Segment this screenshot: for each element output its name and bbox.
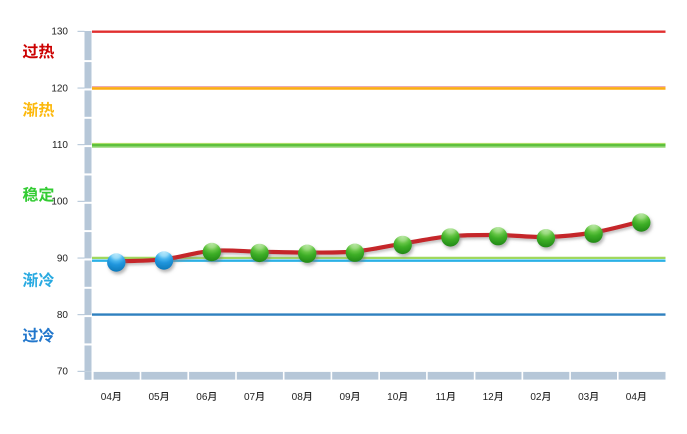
svg-text:04: 04 [626,392,638,403]
svg-text:09: 09 [339,392,351,403]
svg-text:10: 10 [387,392,399,403]
svg-text:07: 07 [244,392,256,403]
svg-text:90: 90 [57,253,69,264]
svg-text:03: 03 [578,392,590,403]
svg-text:120: 120 [51,83,68,94]
svg-text:80: 80 [57,310,69,321]
svg-text:04: 04 [101,392,113,403]
svg-text:110: 110 [52,140,68,151]
svg-text:100: 100 [51,197,68,208]
svg-text:12: 12 [483,392,495,403]
svg-text:02: 02 [530,392,542,403]
svg-text:70: 70 [57,367,69,378]
svg-text:130: 130 [51,27,68,38]
svg-text:11: 11 [436,392,447,403]
svg-text:05: 05 [148,392,160,403]
svg-text:06: 06 [196,392,208,403]
svg-text:08: 08 [292,392,304,403]
